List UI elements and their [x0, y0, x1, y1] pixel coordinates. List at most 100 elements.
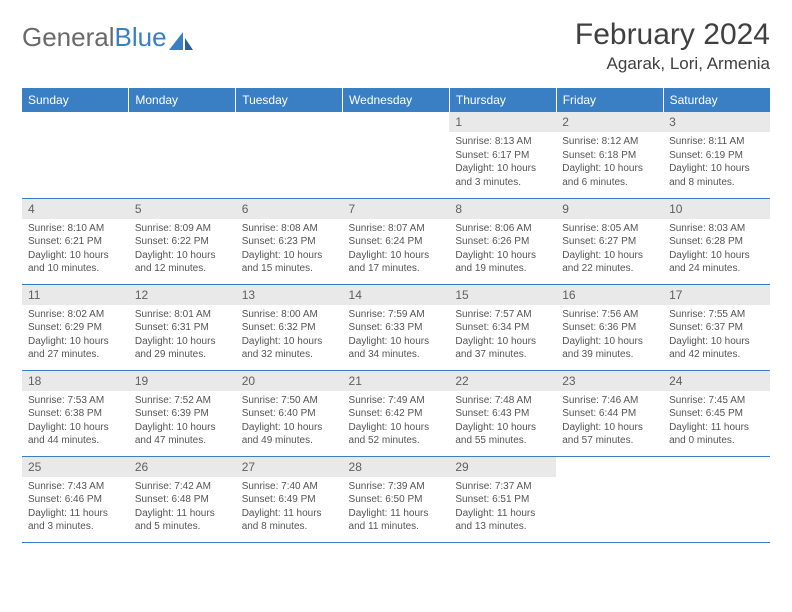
calendar-cell — [343, 112, 450, 198]
calendar-cell: 9Sunrise: 8:05 AMSunset: 6:27 PMDaylight… — [556, 198, 663, 284]
day-number: 25 — [22, 457, 129, 477]
day-info: Sunrise: 8:11 AMSunset: 6:19 PMDaylight:… — [669, 135, 764, 189]
day-info: Sunrise: 7:43 AMSunset: 6:46 PMDaylight:… — [28, 480, 123, 534]
day-number: 6 — [236, 199, 343, 219]
day-number: 13 — [236, 285, 343, 305]
calendar-cell: 2Sunrise: 8:12 AMSunset: 6:18 PMDaylight… — [556, 112, 663, 198]
day-info: Sunrise: 8:08 AMSunset: 6:23 PMDaylight:… — [242, 222, 337, 276]
calendar-cell: 21 Sunrise: 7:49 AMSunset: 6:42 PMDayligh… — [343, 370, 450, 456]
day-number: 26 — [129, 457, 236, 477]
day-info: Sunrise: 7:39 AMSunset: 6:50 PMDaylight:… — [349, 480, 444, 534]
calendar-cell: 28 Sunrise: 7:39 AMSunset: 6:50 PMDayligh… — [343, 456, 450, 542]
day-number: 27 — [236, 457, 343, 477]
day-info: Sunrise: 7:48 AMSunset: 6:43 PMDaylight:… — [455, 394, 550, 448]
day-info: Sunrise: 7:42 AMSunset: 6:48 PMDaylight:… — [135, 480, 230, 534]
day-number: 23 — [556, 371, 663, 391]
day-number: 7 — [343, 199, 450, 219]
day-number: 3 — [663, 112, 770, 132]
page-header: GeneralBlue February 2024 Agarak, Lori, … — [22, 18, 770, 74]
location-label: Agarak, Lori, Armenia — [575, 54, 770, 74]
day-info: Sunrise: 8:09 AMSunset: 6:22 PMDaylight:… — [135, 222, 230, 276]
day-number: 19 — [129, 371, 236, 391]
day-info: Sunrise: 7:46 AMSunset: 6:44 PMDaylight:… — [562, 394, 657, 448]
sail-icon — [169, 28, 195, 48]
day-number: 18 — [22, 371, 129, 391]
day-info: Sunrise: 7:52 AMSunset: 6:39 PMDaylight:… — [135, 394, 230, 448]
calendar-cell — [22, 112, 129, 198]
brand-part1: General — [22, 22, 115, 53]
day-info: Sunrise: 7:55 AMSunset: 6:37 PMDaylight:… — [669, 308, 764, 362]
day-info: Sunrise: 7:49 AMSunset: 6:42 PMDaylight:… — [349, 394, 444, 448]
day-number: 17 — [663, 285, 770, 305]
day-number: 1 — [449, 112, 556, 132]
calendar-cell: 1 Sunrise: 8:13 AMSunset: 6:17 PMDaylight… — [449, 112, 556, 198]
calendar-cell: 26 Sunrise: 7:42 AMSunset: 6:48 PMDayligh… — [129, 456, 236, 542]
calendar-cell — [236, 112, 343, 198]
day-info: Sunrise: 7:59 AMSunset: 6:33 PMDaylight:… — [349, 308, 444, 362]
calendar-row: 4 Sunrise: 8:10 AMSunset: 6:21 PMDaylight… — [22, 198, 770, 284]
day-number: 22 — [449, 371, 556, 391]
weekday-header: Thursday — [449, 88, 556, 112]
month-title: February 2024 — [575, 18, 770, 52]
day-info: Sunrise: 7:56 AMSunset: 6:36 PMDaylight:… — [562, 308, 657, 362]
day-info: Sunrise: 8:10 AMSunset: 6:21 PMDaylight:… — [28, 222, 123, 276]
day-info: Sunrise: 7:37 AMSunset: 6:51 PMDaylight:… — [455, 480, 550, 534]
calendar-head: SundayMondayTuesdayWednesdayThursdayFrid… — [22, 88, 770, 112]
calendar-cell: 22 Sunrise: 7:48 AMSunset: 6:43 PMDayligh… — [449, 370, 556, 456]
calendar-cell: 17 Sunrise: 7:55 AMSunset: 6:37 PMDayligh… — [663, 284, 770, 370]
calendar-cell — [129, 112, 236, 198]
title-block: February 2024 Agarak, Lori, Armenia — [575, 18, 770, 74]
day-number: 21 — [343, 371, 450, 391]
day-info: Sunrise: 8:05 AMSunset: 6:27 PMDaylight:… — [562, 222, 657, 276]
day-info: Sunrise: 8:07 AMSunset: 6:24 PMDaylight:… — [349, 222, 444, 276]
day-info: Sunrise: 8:13 AMSunset: 6:17 PMDaylight:… — [455, 135, 550, 189]
day-number: 16 — [556, 285, 663, 305]
calendar-cell: 5 Sunrise: 8:09 AMSunset: 6:22 PMDaylight… — [129, 198, 236, 284]
day-number: 15 — [449, 285, 556, 305]
day-info: Sunrise: 8:03 AMSunset: 6:28 PMDaylight:… — [669, 222, 764, 276]
brand-logo: GeneralBlue — [22, 18, 195, 53]
weekday-row: SundayMondayTuesdayWednesdayThursdayFrid… — [22, 88, 770, 112]
calendar-cell: 23 Sunrise: 7:46 AMSunset: 6:44 PMDayligh… — [556, 370, 663, 456]
day-info: Sunrise: 8:02 AMSunset: 6:29 PMDaylight:… — [28, 308, 123, 362]
day-info: Sunrise: 8:01 AMSunset: 6:31 PMDaylight:… — [135, 308, 230, 362]
calendar-cell: 11 Sunrise: 8:02 AMSunset: 6:29 PMDayligh… — [22, 284, 129, 370]
day-info: Sunrise: 7:50 AMSunset: 6:40 PMDaylight:… — [242, 394, 337, 448]
calendar-body: 1 Sunrise: 8:13 AMSunset: 6:17 PMDaylight… — [22, 112, 770, 542]
day-number: 10 — [663, 199, 770, 219]
calendar-cell: 14 Sunrise: 7:59 AMSunset: 6:33 PMDayligh… — [343, 284, 450, 370]
day-number: 14 — [343, 285, 450, 305]
day-number: 5 — [129, 199, 236, 219]
calendar-cell: 25 Sunrise: 7:43 AMSunset: 6:46 PMDayligh… — [22, 456, 129, 542]
day-number: 20 — [236, 371, 343, 391]
calendar-cell: 7 Sunrise: 8:07 AMSunset: 6:24 PMDaylight… — [343, 198, 450, 284]
day-info: Sunrise: 7:53 AMSunset: 6:38 PMDaylight:… — [28, 394, 123, 448]
day-number: 8 — [449, 199, 556, 219]
calendar-row: 25 Sunrise: 7:43 AMSunset: 6:46 PMDayligh… — [22, 456, 770, 542]
calendar-row: 11 Sunrise: 8:02 AMSunset: 6:29 PMDayligh… — [22, 284, 770, 370]
day-info: Sunrise: 8:00 AMSunset: 6:32 PMDaylight:… — [242, 308, 337, 362]
weekday-header: Sunday — [22, 88, 129, 112]
calendar-cell: 20 Sunrise: 7:50 AMSunset: 6:40 PMDayligh… — [236, 370, 343, 456]
calendar-cell: 19 Sunrise: 7:52 AMSunset: 6:39 PMDayligh… — [129, 370, 236, 456]
calendar-cell: 16 Sunrise: 7:56 AMSunset: 6:36 PMDayligh… — [556, 284, 663, 370]
calendar-cell: 13 Sunrise: 8:00 AMSunset: 6:32 PMDayligh… — [236, 284, 343, 370]
calendar-cell: 8Sunrise: 8:06 AMSunset: 6:26 PMDaylight… — [449, 198, 556, 284]
weekday-header: Wednesday — [343, 88, 450, 112]
calendar-cell: 3 Sunrise: 8:11 AMSunset: 6:19 PMDaylight… — [663, 112, 770, 198]
day-number: 12 — [129, 285, 236, 305]
day-number: 29 — [449, 457, 556, 477]
day-number: 28 — [343, 457, 450, 477]
day-number: 4 — [22, 199, 129, 219]
calendar-table: SundayMondayTuesdayWednesdayThursdayFrid… — [22, 88, 770, 543]
calendar-cell: 15Sunrise: 7:57 AMSunset: 6:34 PMDayligh… — [449, 284, 556, 370]
calendar-cell: 4 Sunrise: 8:10 AMSunset: 6:21 PMDaylight… — [22, 198, 129, 284]
day-number: 11 — [22, 285, 129, 305]
calendar-cell: 10 Sunrise: 8:03 AMSunset: 6:28 PMDayligh… — [663, 198, 770, 284]
calendar-cell: 24Sunrise: 7:45 AMSunset: 6:45 PMDayligh… — [663, 370, 770, 456]
calendar-row: 1 Sunrise: 8:13 AMSunset: 6:17 PMDaylight… — [22, 112, 770, 198]
weekday-header: Friday — [556, 88, 663, 112]
calendar-cell: 29 Sunrise: 7:37 AMSunset: 6:51 PMDayligh… — [449, 456, 556, 542]
calendar-cell: 6 Sunrise: 8:08 AMSunset: 6:23 PMDaylight… — [236, 198, 343, 284]
day-info: Sunrise: 7:40 AMSunset: 6:49 PMDaylight:… — [242, 480, 337, 534]
